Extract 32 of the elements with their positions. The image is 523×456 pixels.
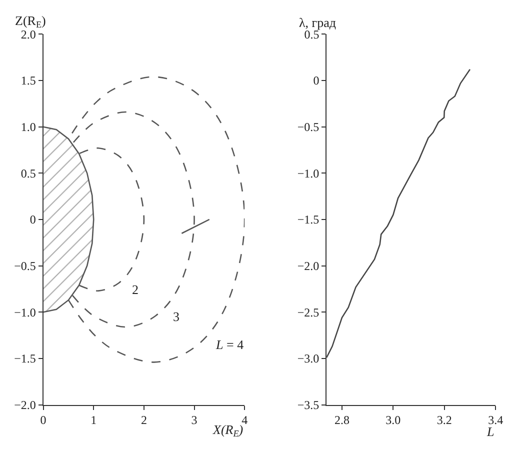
x-tick-label: 1 (90, 413, 97, 428)
y-tick-label: 1.0 (20, 120, 36, 134)
y-tick-label: −2.0 (14, 398, 36, 412)
y-tick-label: 0 (313, 74, 320, 88)
y-tick-label: −0.5 (297, 120, 320, 134)
x-tick-label: 2.8 (334, 413, 350, 428)
y-tick-label: −2.5 (297, 305, 320, 320)
series-label: 2 (132, 282, 138, 297)
series-label: 3 (173, 309, 180, 324)
x-tick-label: 3.2 (436, 413, 452, 428)
y-tick-label: −3.0 (297, 352, 320, 366)
y-tick-label: 0 (30, 212, 36, 227)
y-tick-label: −1.0 (14, 305, 36, 320)
y-tick-label: −3.5 (297, 398, 320, 412)
series-label: L = 4 (215, 337, 244, 352)
y-tick-label: −2.0 (297, 259, 320, 274)
y-tick-label: −1.5 (297, 212, 320, 227)
y-tick-label: 2.0 (20, 27, 36, 42)
x-tick-label: 3 (191, 413, 198, 428)
x-axis-title: X(R$_{E}$) (212, 422, 244, 439)
y-axis-title: λ, град (299, 15, 336, 30)
line-series (326, 68, 471, 358)
y-axis-title: Z(R$_{E}$) (15, 13, 46, 30)
y-tick-label: −0.5 (14, 259, 36, 274)
y-tick-label: −1.5 (14, 352, 36, 366)
x-tick-label: 2 (140, 413, 147, 428)
y-tick-label: 1.5 (20, 74, 36, 88)
x-tick-label: 4 (242, 413, 248, 428)
y-tick-label: −1.0 (297, 166, 320, 180)
x-tick-label: 3.0 (386, 413, 401, 428)
y-tick-label: 0.5 (20, 166, 36, 180)
x-tick-label: 0 (40, 413, 46, 428)
